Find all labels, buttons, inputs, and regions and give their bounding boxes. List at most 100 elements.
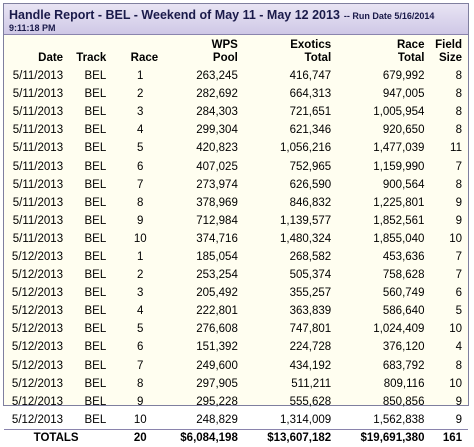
cell-date: 5/11/2013 [12, 160, 64, 173]
col-field-size-header: Field Size [435, 39, 462, 64]
cell-race-total: 453,636 [382, 250, 425, 263]
cell-exotics-total: 363,839 [289, 305, 332, 318]
table-row: 5/12/2013 BEL 7 249,600 434,192 683,792 8 [4, 357, 468, 375]
cell-field-size: 8 [455, 178, 462, 191]
col-date-header: Date [38, 52, 64, 64]
cell-race-total: 1,024,409 [373, 323, 425, 336]
table-row: 5/11/2013 BEL 6 407,025 752,965 1,159,990 7 [4, 157, 468, 175]
cell-wps-pool: 151,392 [196, 341, 238, 354]
cell-exotics-total: 664,313 [289, 88, 332, 101]
cell-wps-pool: 276,608 [196, 323, 238, 336]
table-body: 5/11/2013 BEL 1 263,245 416,747 679,992 8 5/11/… [4, 67, 468, 429]
cell-exotics-total: 355,257 [289, 287, 332, 300]
cell-wps-pool: 222,801 [196, 305, 238, 318]
cell-race-total: 1,005,954 [373, 106, 425, 119]
cell-track: BEL [84, 395, 107, 408]
title-line: Handle Report - BEL - Weekend of May 11 … [9, 8, 463, 23]
cell-date: 5/11/2013 [12, 142, 64, 155]
cell-field-size: 9 [455, 196, 462, 209]
cell-race: 4 [137, 305, 144, 318]
cell-exotics-total: 1,139,577 [279, 214, 332, 227]
cell-track: BEL [84, 359, 107, 372]
cell-wps-pool: 299,304 [196, 124, 238, 137]
cell-date: 5/12/2013 [11, 413, 64, 426]
col-exotics-header: Exotics Total [290, 39, 332, 64]
cell-wps-pool: 374,716 [196, 232, 238, 245]
cell-race: 10 [133, 413, 147, 426]
cell-exotics-total: 621,346 [289, 124, 332, 137]
run-date: -- Run Date 5/16/2014 [343, 11, 435, 21]
cell-race: 2 [137, 269, 144, 282]
cell-race-total: 1,159,990 [373, 160, 425, 173]
table-row: 5/11/2013 BEL 5 420,823 1,056,216 1,477,039 11 [4, 139, 468, 157]
cell-field-size: 7 [455, 250, 462, 263]
cell-race: 3 [137, 287, 144, 300]
cell-exotics-total: 224,728 [289, 341, 332, 354]
cell-field-size: 8 [455, 124, 462, 137]
table-row: 5/11/2013 BEL 8 378,969 846,832 1,225,801 9 [4, 194, 468, 212]
table-row: 5/12/2013 BEL 5 276,608 747,801 1,024,409 10 [4, 320, 468, 338]
cell-race-total: 1,852,561 [373, 214, 425, 227]
table-row: 5/11/2013 BEL 9 712,984 1,139,577 1,852,561 9 [4, 212, 468, 230]
cell-field-size: 8 [455, 106, 462, 119]
cell-wps-pool: 205,492 [196, 287, 238, 300]
cell-field-size: 9 [455, 214, 462, 227]
cell-race-total: 809,116 [383, 377, 425, 390]
col-wps-header: WPS Pool [211, 39, 238, 64]
cell-track: BEL [84, 70, 107, 83]
cell-track: BEL [84, 88, 107, 101]
cell-field-size: 10 [449, 323, 462, 336]
cell-date: 5/12/2013 [11, 323, 64, 336]
cell-track: BEL [84, 323, 107, 336]
cell-race: 8 [137, 377, 144, 390]
table-row: 5/12/2013 BEL 4 222,801 363,839 586,640 5 [4, 302, 468, 320]
cell-wps-pool: 297,905 [196, 377, 238, 390]
cell-field-size: 10 [449, 377, 462, 390]
table-row: 5/11/2013 BEL 10 374,716 1,480,324 1,855,040 1… [4, 230, 468, 248]
cell-exotics-total: 268,582 [289, 250, 332, 263]
table-row: 5/12/2013 BEL 9 295,228 555,628 850,856 9 [4, 393, 468, 411]
cell-track: BEL [84, 214, 107, 227]
cell-track: BEL [84, 341, 107, 354]
cell-race-total: 850,856 [382, 395, 425, 408]
table-row: 5/12/2013 BEL 8 297,905 511,211 809,116 10 [4, 375, 468, 393]
cell-exotics-total: 1,480,324 [279, 232, 332, 245]
table-header-row: Date Track Race WPS Pool Exotics Total Rac… [4, 35, 468, 67]
totals-wps: $6,084,198 [158, 428, 242, 447]
cell-race-total: 586,640 [382, 305, 425, 318]
cell-race-total: 900,564 [382, 178, 425, 191]
cell-race: 10 [133, 232, 147, 245]
cell-date: 5/12/2013 [11, 287, 64, 300]
cell-exotics-total: 434,192 [289, 359, 332, 372]
cell-exotics-total: 846,832 [289, 196, 332, 209]
col-race-total-header: Race Total [396, 39, 425, 64]
cell-race: 6 [137, 160, 144, 173]
table-row: 5/11/2013 BEL 3 284,303 721,651 1,005,954 8 [4, 103, 468, 121]
cell-wps-pool: 185,054 [196, 250, 238, 263]
cell-date: 5/11/2013 [12, 106, 64, 119]
cell-field-size: 9 [455, 395, 462, 408]
cell-field-size: 10 [449, 232, 462, 245]
cell-wps-pool: 407,025 [196, 160, 238, 173]
cell-date: 5/11/2013 [12, 70, 64, 83]
cell-track: BEL [84, 287, 107, 300]
totals-race: 20 [110, 428, 159, 447]
cell-date: 5/12/2013 [11, 341, 64, 354]
cell-exotics-total: 511,211 [291, 377, 332, 390]
totals-label: TOTALS [4, 428, 111, 447]
cell-field-size: 8 [455, 70, 462, 83]
cell-field-size: 11 [450, 142, 462, 155]
table-row: 5/11/2013 BEL 4 299,304 621,346 920,650 8 [4, 121, 468, 139]
cell-exotics-total: 752,965 [289, 160, 332, 173]
cell-track: BEL [84, 269, 107, 282]
cell-wps-pool: 248,829 [196, 413, 238, 426]
cell-exotics-total: 416,747 [289, 70, 332, 83]
cell-date: 5/11/2013 [12, 214, 64, 227]
handle-table: Date Track Race WPS Pool Exotics Total Rac… [4, 35, 468, 447]
run-time: 9:11:18 PM [9, 23, 56, 33]
table-row: 5/12/2013 BEL 10 248,829 1,314,009 1,562,838 9 [4, 411, 468, 430]
totals-field-size: 161 [428, 428, 468, 447]
cell-race-total: 376,120 [382, 341, 425, 354]
cell-wps-pool: 284,303 [196, 106, 238, 119]
cell-race-total: 758,628 [382, 269, 425, 282]
